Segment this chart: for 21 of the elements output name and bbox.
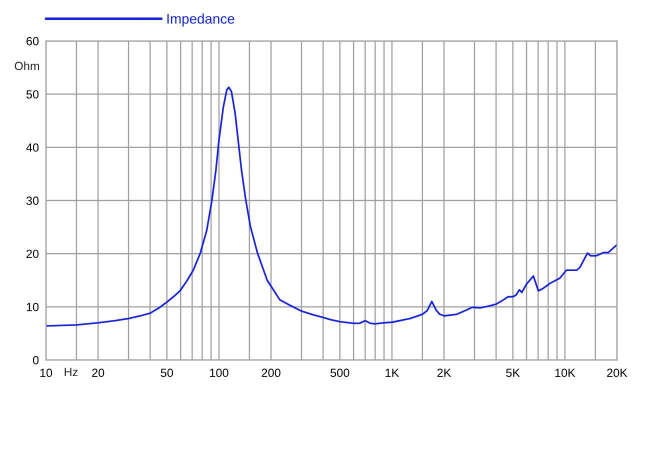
text: Impedance: [167, 14, 234, 26]
x-tick-label: 20: [92, 368, 104, 378]
x-tick-label: 5K: [506, 368, 520, 378]
x-tick-label: 10K: [555, 368, 576, 378]
x-axis-title: Hz: [64, 368, 78, 376]
y-axis-title: Ohm: [14, 62, 40, 70]
x-tick-label: 10: [40, 368, 52, 378]
x-tick-label: 2K: [437, 368, 452, 377]
y-tick-label: 50: [26, 90, 39, 99]
y-tick-label: 60: [26, 37, 39, 46]
y-tick-label: 20: [26, 250, 39, 258]
y-tick-label: 30: [26, 196, 39, 205]
x-tick-label: 500: [330, 368, 350, 378]
y-tick-label: 0: [32, 356, 39, 364]
x-tick-label: 100: [210, 368, 228, 378]
y-tick-label: 10: [26, 302, 39, 312]
x-tick-label: 1K: [386, 368, 400, 377]
y-tick-label: 40: [26, 143, 39, 152]
x-tick-label: 50: [160, 368, 174, 378]
x-tick-label: 200: [262, 368, 280, 378]
x-tick-label: 20K: [607, 368, 628, 378]
